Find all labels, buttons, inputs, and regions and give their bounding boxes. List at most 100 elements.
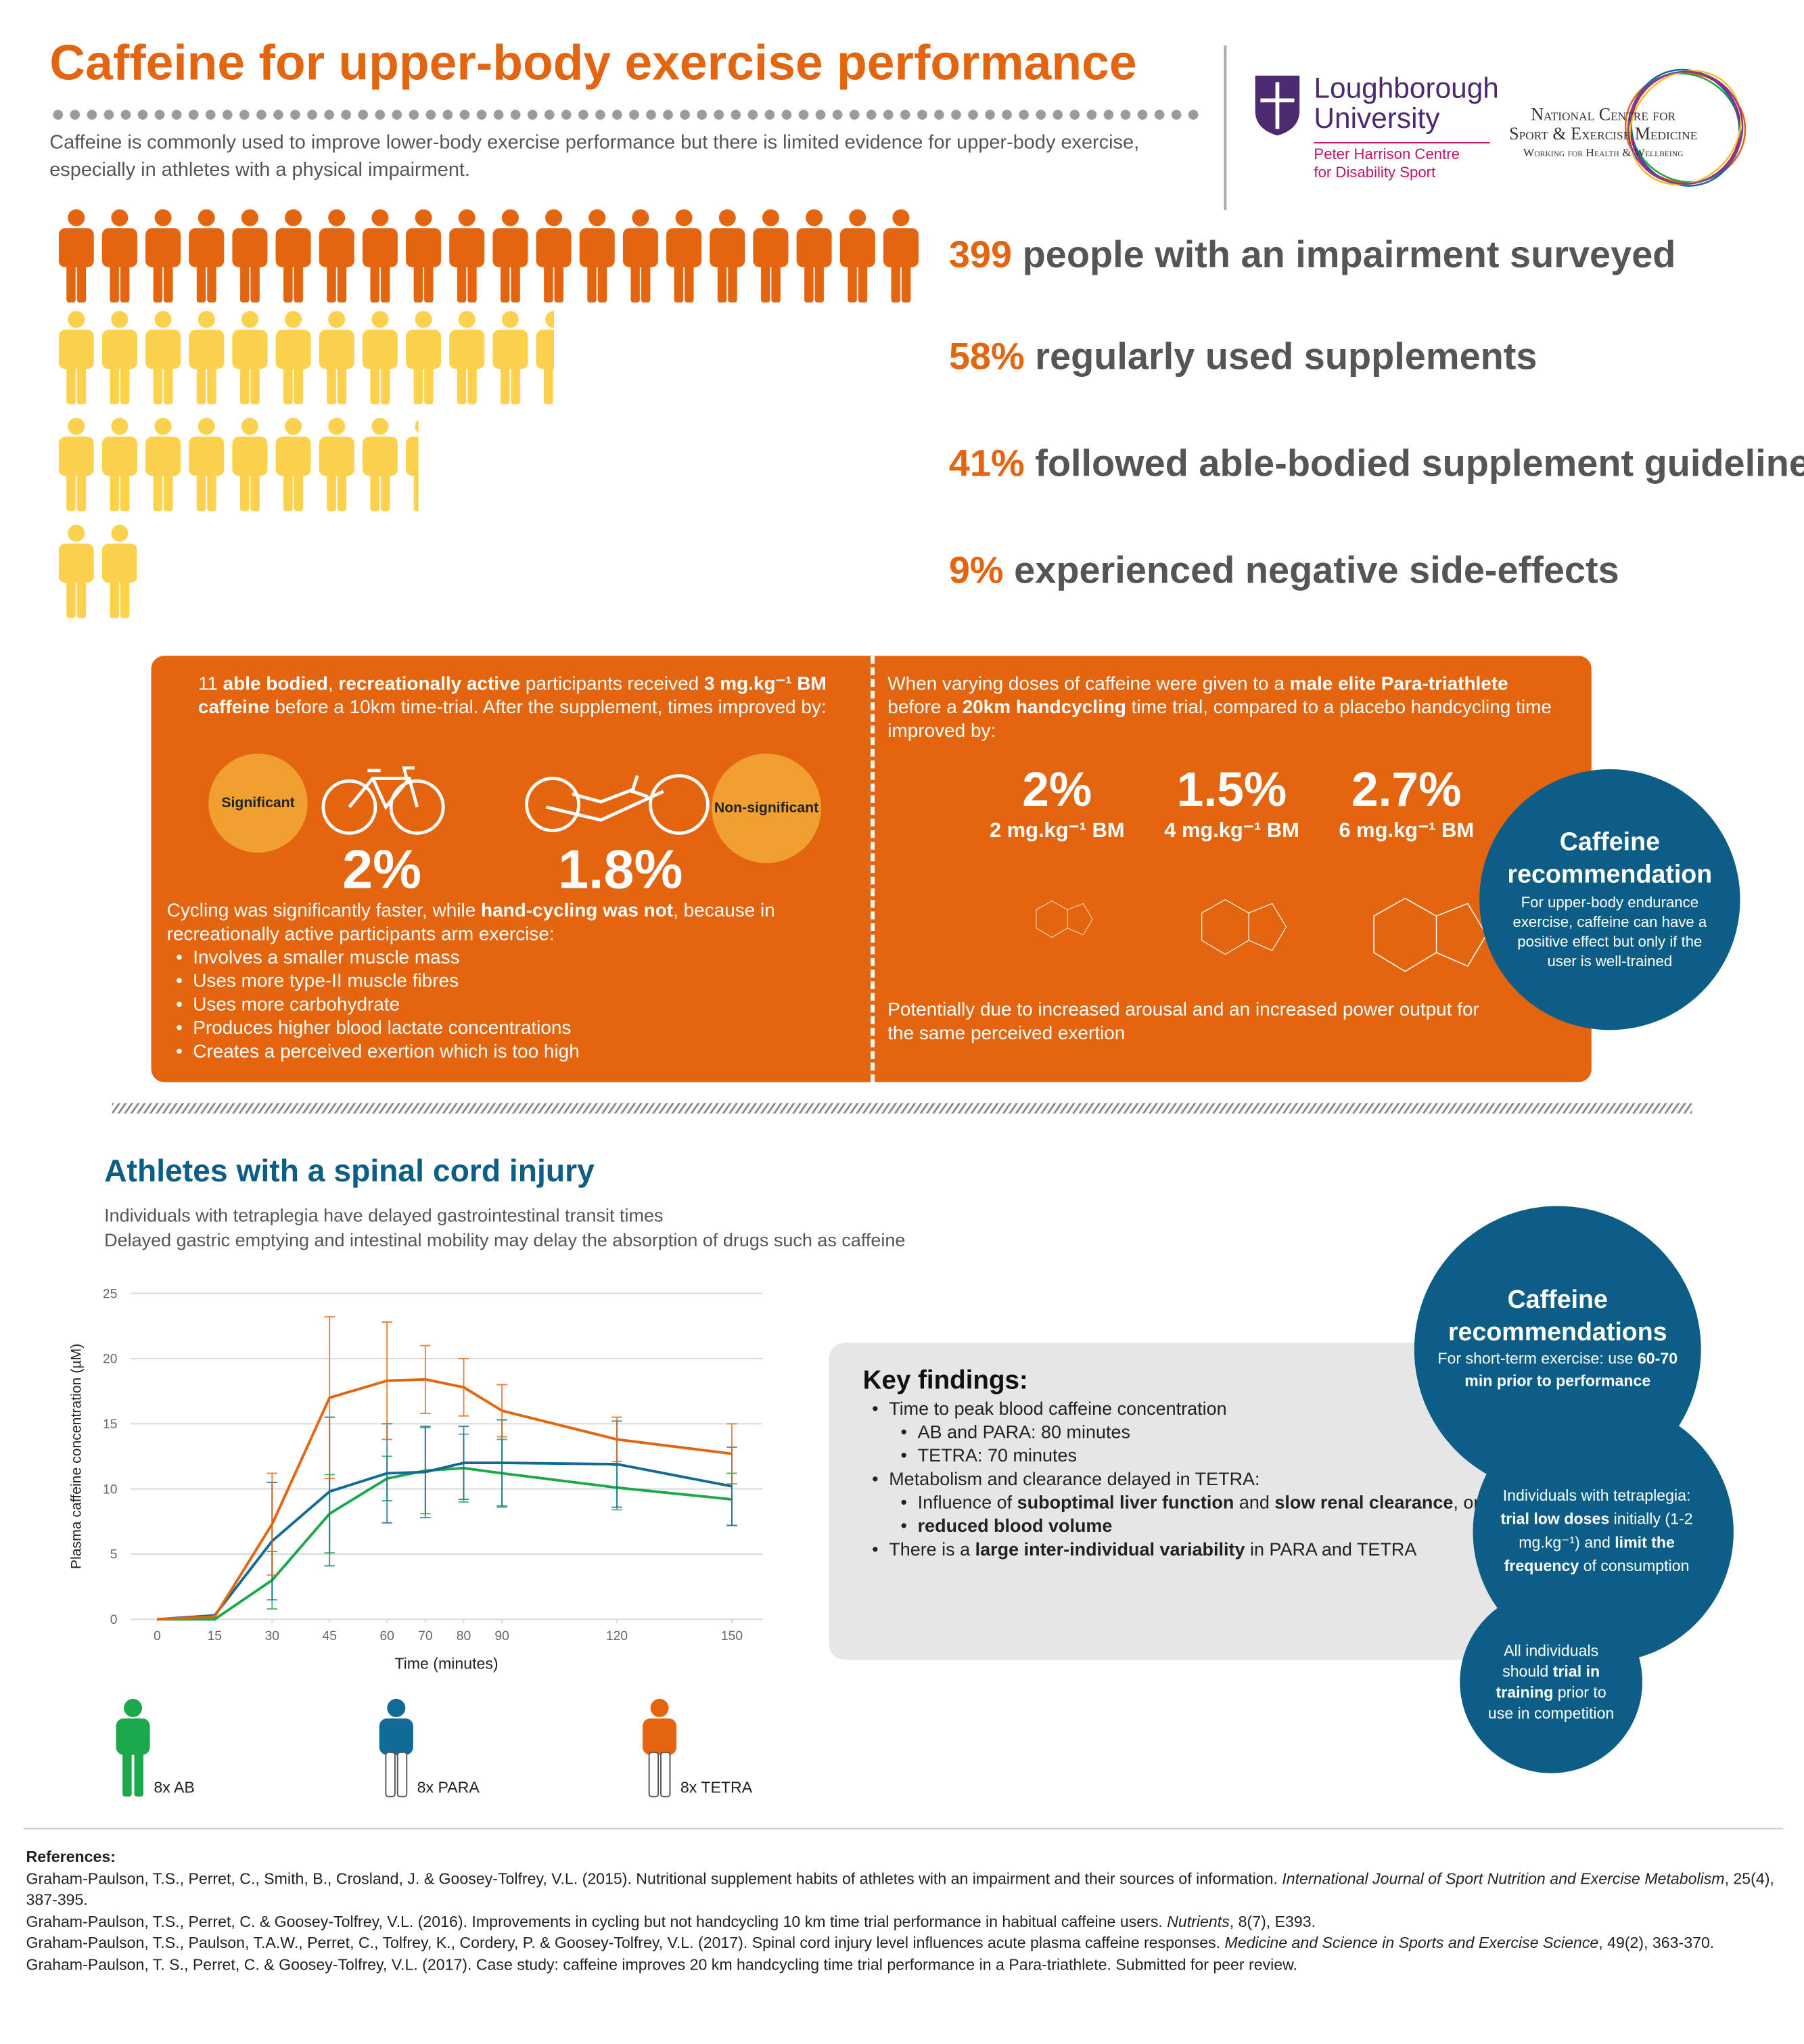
handcycle-icon <box>525 774 710 835</box>
italic-text: International Journal of Sport Nutrition… <box>1282 1869 1725 1888</box>
series-line <box>157 1466 733 1621</box>
result: 2% <box>342 838 422 900</box>
molecules <box>1036 897 1487 972</box>
section-title: Athletes with a spinal cord injury <box>104 1154 595 1189</box>
sub-findings: Influence of suboptimal liver function a… <box>889 1491 1488 1537</box>
logo-line: Working for Health & Wellbeing <box>1523 145 1684 160</box>
text-run: prior to use in competition <box>1487 1683 1615 1723</box>
finding-text: Time to peak blood caffeine concentratio… <box>889 1398 1226 1419</box>
stat-number: 58% <box>948 336 1025 378</box>
y-tick-label: 0 <box>110 1613 118 1627</box>
logo-line: for Disability Sport <box>1314 165 1436 181</box>
sub-findings: AB and PARA: 80 minutesTETRA: 70 minutes <box>889 1420 1488 1467</box>
legend-item: 8x PARA <box>378 1698 509 1802</box>
bold-text: 20km handcycling <box>962 697 1126 719</box>
text-run: before a 10km time-trial. After the supp… <box>269 697 827 719</box>
panel-intro: 11 able bodied, recreationally active pa… <box>162 673 863 719</box>
finding: Metabolism and clearance delayed in TETR… <box>889 1467 1488 1537</box>
label-significant: Significant <box>208 753 308 853</box>
bullet: Creates a perceived exertion which is to… <box>193 1041 858 1064</box>
text-run: AB and PARA: 80 minutes <box>917 1421 1131 1443</box>
x-tick-label: 30 <box>265 1629 279 1643</box>
legend-label: 8x TETRA <box>680 1778 753 1797</box>
section-text: Delayed gastric emptying and intestinal … <box>104 1229 906 1250</box>
text-run: Graham-Paulson, T.S., Paulson, T.A.W., P… <box>26 1933 1225 1952</box>
stat: 58% regularly used supplements <box>949 336 1537 380</box>
x-tick-label: 70 <box>418 1629 432 1643</box>
pictogram-row <box>58 208 927 306</box>
explanation: Cycling was significantly faster, while … <box>167 900 858 1064</box>
y-tick-label: 15 <box>103 1417 117 1432</box>
text-run: before a <box>887 697 963 719</box>
text-run: Cycling was significantly faster, while <box>166 901 482 922</box>
bicycle-icon <box>321 766 445 835</box>
sub-finding: Influence of suboptimal liver function a… <box>918 1491 1489 1514</box>
divider <box>1224 45 1227 210</box>
legend-icon <box>116 1698 150 1797</box>
recommendations-title: Caffeine recommendations <box>1448 1286 1667 1347</box>
text-run: participants received <box>520 674 704 696</box>
text-run: Graham-Paulson, T. S., Perret, C. & Goos… <box>26 1955 1297 1974</box>
y-tick-label: 25 <box>103 1287 117 1301</box>
text-run: When varying doses of caffeine were give… <box>887 674 1290 696</box>
bullet: Uses more type-II muscle fibres <box>193 970 858 994</box>
text-run: , 49(2), 363-370. <box>1598 1933 1715 1952</box>
label-non-significant: Non-significant <box>712 753 822 863</box>
references: References: Graham-Paulson, T.S., Perret… <box>26 1846 1786 1976</box>
logo-line: Loughborough <box>1314 71 1499 105</box>
x-tick-label: 80 <box>457 1629 471 1643</box>
legend-icon <box>643 1698 677 1798</box>
recommendation-circle: Caffeine recommendation For upper-body e… <box>1479 769 1740 1030</box>
text-run: in PARA and TETRA <box>1245 1538 1417 1560</box>
recommendations-text: All individuals should trial in training… <box>1486 1640 1617 1723</box>
dose-result: 2% 2 mg.kg⁻¹ BM <box>966 763 1149 843</box>
text-run: There is a <box>889 1538 975 1560</box>
dose-improvement: 2% <box>1022 763 1092 817</box>
bold-text: trial in training <box>1496 1662 1600 1702</box>
stat: 9% experienced negative side-effects <box>949 550 1619 593</box>
text-run: Influence of <box>917 1491 1017 1513</box>
logo-sub: Peter Harrison Centre for Disability Spo… <box>1314 142 1490 183</box>
ncsem-ring <box>1624 68 1747 187</box>
logo-line: National Centre for <box>1531 104 1676 124</box>
stat-text: regularly used supplements <box>1035 336 1537 378</box>
sub-finding: TETRA: 70 minutes <box>918 1443 1489 1467</box>
key-findings-title: Key findings: <box>862 1366 1028 1395</box>
dose: 2 mg.kg⁻¹ BM <box>990 820 1125 842</box>
bullet: Involves a smaller muscle mass <box>193 947 858 970</box>
text-run: All individuals should <box>1502 1641 1599 1681</box>
panel-intro: When varying doses of caffeine were give… <box>887 673 1565 743</box>
error-bar <box>726 1423 737 1484</box>
y-tick-label: 20 <box>103 1353 117 1367</box>
dose-improvement: 1.5% <box>1176 763 1287 817</box>
reference: Graham-Paulson, T. S., Perret, C. & Goos… <box>26 1954 1786 1976</box>
finding: Time to peak blood caffeine concentratio… <box>889 1396 1488 1467</box>
recommendation-body: For upper-body endurance exercise, caffe… <box>1512 895 1707 970</box>
text-run: of consumption <box>1579 1556 1690 1575</box>
bold-text: able bodied <box>223 674 328 696</box>
recommendation-title: Caffeine recommendation <box>1507 827 1713 890</box>
reference: Graham-Paulson, T.S., Paulson, T.A.W., P… <box>26 1932 1786 1954</box>
text-run: Individuals with tetraplegia: <box>1502 1486 1691 1505</box>
finding: There is a large inter-individual variab… <box>889 1537 1488 1561</box>
legend-item: 8x TETRA <box>641 1698 772 1802</box>
x-tick-label: 0 <box>154 1629 161 1643</box>
text-run: , because in recreationally active parti… <box>166 901 775 946</box>
text-run: , 8(7), E393. <box>1229 1911 1316 1930</box>
key-findings: Key findings: Time to peak blood caffein… <box>829 1342 1507 1660</box>
x-tick-label: 120 <box>606 1629 628 1643</box>
finding-text: Metabolism and clearance delayed in TETR… <box>889 1468 1259 1489</box>
pictogram-row <box>58 417 419 516</box>
bold-text: 60-70 min prior to performance <box>1464 1349 1678 1390</box>
dose: 4 mg.kg⁻¹ BM <box>1164 820 1299 842</box>
stat-text: experienced negative side-effects <box>1014 550 1619 592</box>
key-findings-list: Time to peak blood caffeine concentratio… <box>863 1396 1489 1561</box>
text-run: 11 <box>198 674 223 696</box>
logo-loughborough: Loughborough University <box>1314 73 1498 133</box>
reference: Graham-Paulson, T.S., Perret, C., Smith,… <box>26 1867 1786 1911</box>
text-run: , <box>327 674 339 696</box>
text-run: Time to peak blood caffeine concentratio… <box>889 1397 1227 1419</box>
bold-text: large inter-individual variability <box>975 1538 1245 1560</box>
